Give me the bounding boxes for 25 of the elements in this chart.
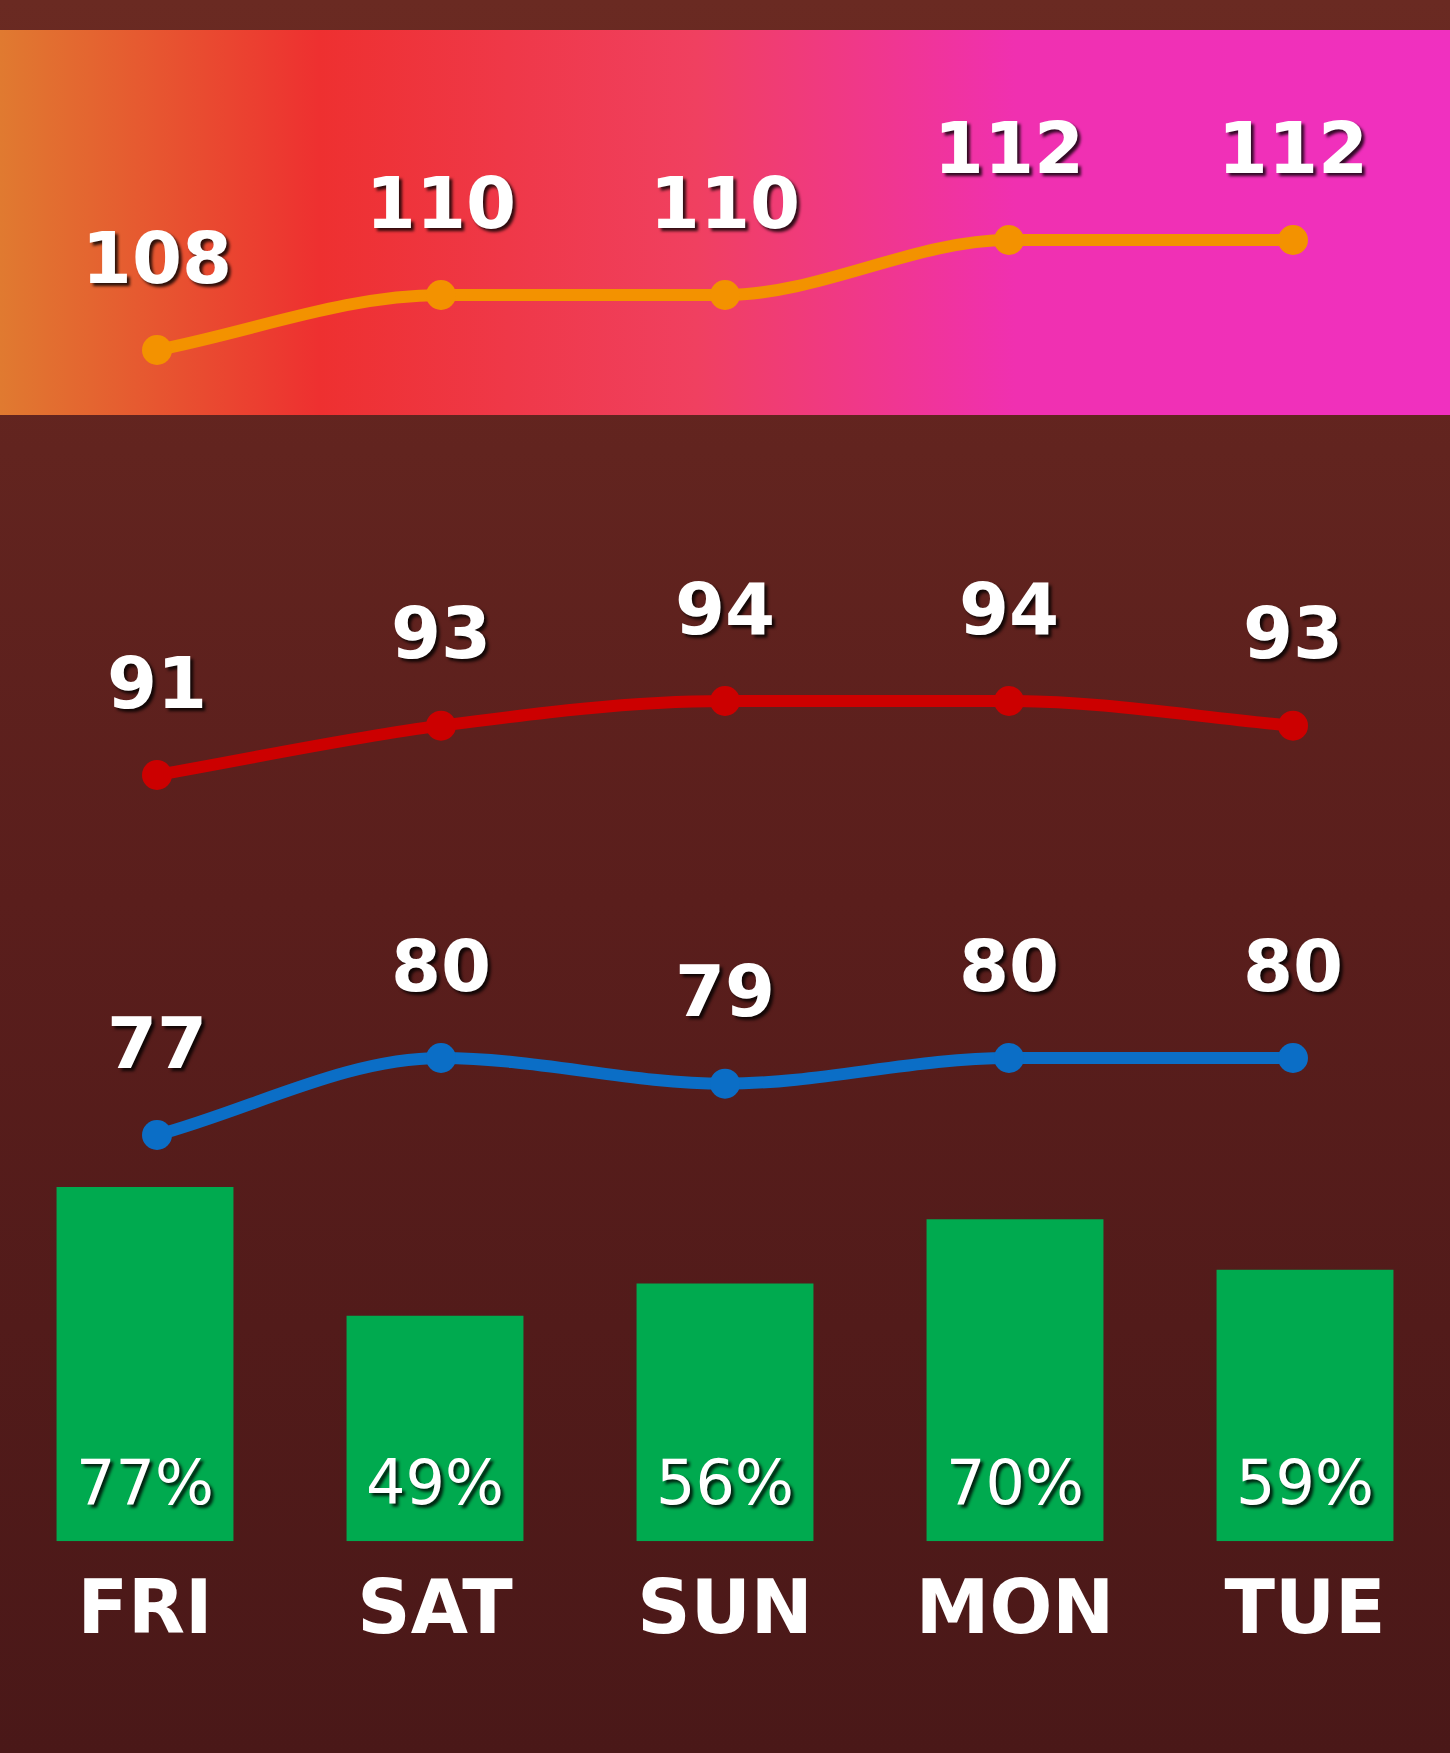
x-tick-label: FRI [77,1563,213,1650]
data-label: 94 [958,566,1060,651]
data-label: 80 [958,923,1060,1008]
data-label: 108 [81,215,233,300]
x-tick-label: SAT [357,1563,514,1650]
data-label: 80 [1242,923,1344,1008]
data-label: 110 [365,160,517,245]
data-label: 112 [1217,105,1369,190]
data-label: 77 [106,1000,208,1085]
data-label: 112 [933,105,1085,190]
data-label: 77% [76,1446,214,1520]
data-label: 94 [674,566,776,651]
x-tick-label: SUN [637,1563,813,1650]
data-label: 93 [1242,591,1344,676]
x-tick-label: MON [915,1563,1115,1650]
data-label: 79 [674,949,776,1034]
x-tick-label: TUE [1224,1563,1386,1650]
data-label: 91 [106,640,208,725]
data-label: 59% [1236,1446,1374,1520]
data-label: 80 [390,923,492,1008]
data-label: 56% [656,1446,794,1520]
data-label: 49% [366,1446,504,1520]
data-label: 110 [649,160,801,245]
data-label: 93 [390,591,492,676]
data-label: 70% [946,1446,1084,1520]
